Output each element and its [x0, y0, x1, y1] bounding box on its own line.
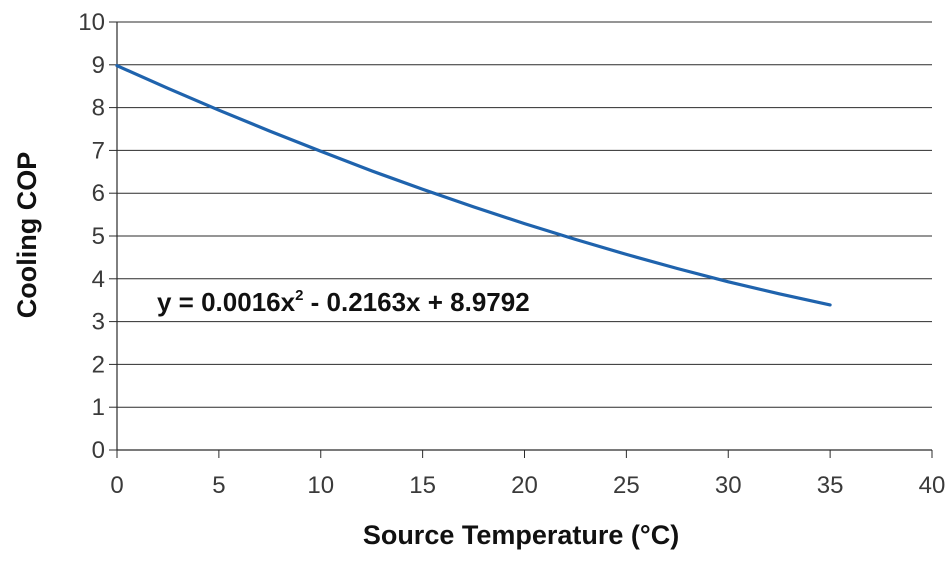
x-tick-label-25: 25	[613, 472, 640, 499]
y-tick-label-6: 6	[92, 180, 105, 207]
y-tick-label-3: 3	[92, 309, 105, 336]
x-tick-label-10: 10	[307, 472, 334, 499]
x-tick-label-20: 20	[511, 472, 538, 499]
grid-lines	[117, 21, 932, 408]
y-tick-label-0: 0	[92, 437, 105, 464]
equation-rest: - 0.2163x + 8.9792	[303, 287, 529, 317]
y-tick-label-8: 8	[92, 95, 105, 122]
series-line-0	[115, 64, 832, 307]
equation-annotation: y = 0.0016x2 - 0.2163x + 8.9792	[157, 287, 530, 317]
y-tick-label-1: 1	[92, 394, 105, 421]
y-tick-label-9: 9	[92, 52, 105, 79]
x-tick-label-30: 30	[715, 472, 742, 499]
x-tick-label-0: 0	[110, 472, 123, 499]
axes	[109, 21, 933, 458]
y-tick-label-5: 5	[92, 223, 105, 250]
x-tick-label-5: 5	[212, 472, 225, 499]
equation-main: y = 0.0016x	[157, 287, 296, 317]
y-tick-label-2: 2	[92, 351, 105, 378]
x-tick-label-40: 40	[919, 472, 946, 499]
y-axis-title: Cooling COP	[12, 152, 42, 318]
x-tick-label-35: 35	[817, 472, 844, 499]
tick-labels: 0 1 2 3 4 5 6 7 8 9 10 0 5 10 15 20 25 30 35 40	[78, 9, 945, 499]
equation-superscript: 2	[295, 287, 303, 304]
y-tick-label-7: 7	[92, 137, 105, 164]
y-tick-label-10: 10	[78, 9, 105, 36]
x-axis-title: Source Temperature (°C)	[363, 520, 679, 550]
series-layer	[115, 64, 832, 307]
x-tick-label-15: 15	[409, 472, 436, 499]
y-tick-label-4: 4	[92, 266, 105, 293]
